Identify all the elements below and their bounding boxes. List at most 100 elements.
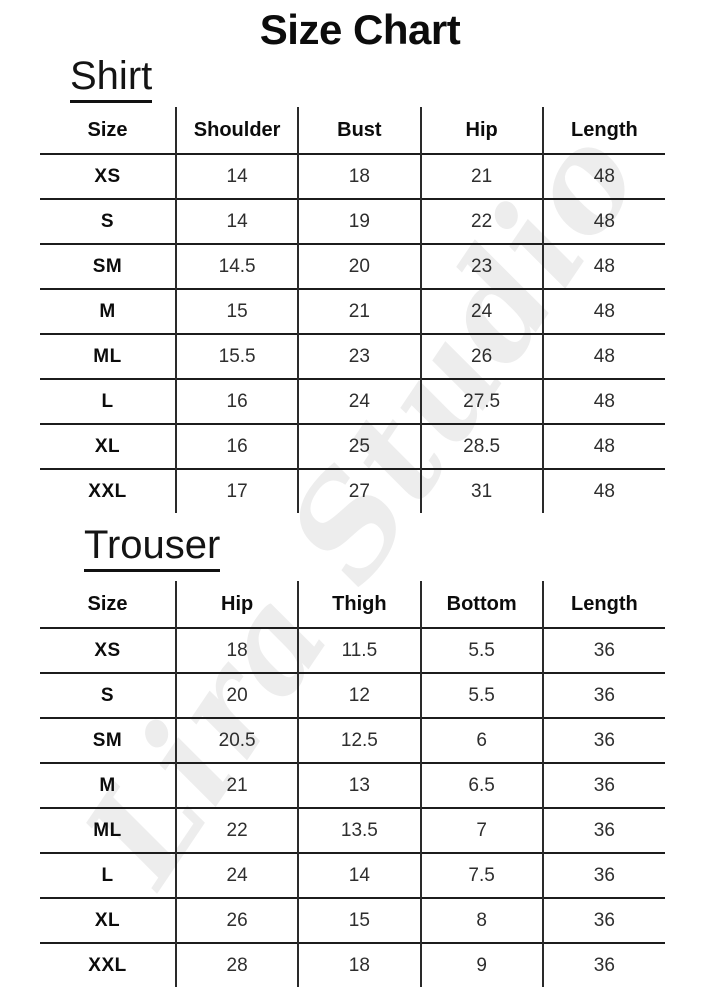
measurement-cell: 16 bbox=[174, 424, 299, 470]
measurement-cell: 48 bbox=[541, 469, 665, 514]
column-header: Hip bbox=[419, 107, 543, 155]
measurement-cell: 8 bbox=[419, 898, 543, 944]
table-row: SM 20.5 12.5 6 36 bbox=[40, 718, 665, 764]
table-row: XS 18 11.5 5.5 36 bbox=[40, 628, 665, 674]
measurement-cell: 36 bbox=[541, 943, 665, 988]
size-label-cell: L bbox=[101, 390, 114, 412]
shirt-size-table: Size Shoulder Bust Hip Length XS 14 18 21 48 S 14 1… bbox=[40, 107, 665, 514]
table-row: ML 15.5 23 26 48 bbox=[40, 334, 665, 380]
measurement-cell: 5.5 bbox=[419, 673, 543, 719]
page-title: Size Chart bbox=[259, 6, 461, 53]
measurement-cell: 27.5 bbox=[419, 379, 543, 425]
column-header: Length bbox=[541, 107, 665, 155]
measurement-cell: 12 bbox=[297, 673, 421, 719]
measurement-cell: 48 bbox=[541, 424, 665, 470]
measurement-cell: 17 bbox=[174, 469, 299, 514]
size-label-cell: XXL bbox=[88, 480, 127, 502]
table-row: SM 14.5 20 23 48 bbox=[40, 244, 665, 290]
table-row: M 21 13 6.5 36 bbox=[40, 763, 665, 809]
table-row: L 24 14 7.5 36 bbox=[40, 853, 665, 899]
trouser-header-row: Size Hip Thigh Bottom Length bbox=[40, 581, 665, 629]
measurement-cell: 36 bbox=[541, 628, 665, 674]
measurement-cell: 14 bbox=[174, 199, 299, 245]
measurement-cell: 28 bbox=[174, 943, 299, 988]
size-label-cell: L bbox=[101, 864, 114, 886]
measurement-cell: 28.5 bbox=[419, 424, 543, 470]
size-label-cell: XXL bbox=[88, 954, 127, 976]
measurement-cell: 21 bbox=[419, 154, 543, 200]
size-label-cell: XL bbox=[94, 435, 121, 457]
measurement-cell: 15.5 bbox=[174, 334, 299, 380]
measurement-cell: 36 bbox=[541, 898, 665, 944]
measurement-cell: 21 bbox=[297, 289, 421, 335]
measurement-cell: 23 bbox=[297, 334, 421, 380]
measurement-cell: 48 bbox=[541, 154, 665, 200]
measurement-cell: 18 bbox=[297, 943, 421, 988]
measurement-cell: 13 bbox=[297, 763, 421, 809]
size-label-cell: SM bbox=[92, 729, 123, 751]
measurement-cell: 13.5 bbox=[297, 808, 421, 854]
column-header: Thigh bbox=[297, 581, 421, 629]
measurement-cell: 48 bbox=[541, 289, 665, 335]
table-row: XXL 28 18 9 36 bbox=[40, 943, 665, 988]
measurement-cell: 18 bbox=[174, 628, 299, 674]
column-header: Bust bbox=[297, 107, 421, 155]
table-row: XL 16 25 28.5 48 bbox=[40, 424, 665, 470]
column-header: Length bbox=[541, 581, 665, 629]
measurement-cell: 24 bbox=[174, 853, 299, 899]
trouser-section-heading: Trouser bbox=[84, 524, 720, 573]
measurement-cell: 48 bbox=[541, 199, 665, 245]
measurement-cell: 20.5 bbox=[174, 718, 299, 764]
table-row: M 15 21 24 48 bbox=[40, 289, 665, 335]
shirt-heading-text: Shirt bbox=[70, 54, 153, 104]
measurement-cell: 15 bbox=[297, 898, 421, 944]
measurement-cell: 18 bbox=[297, 154, 421, 200]
measurement-cell: 22 bbox=[174, 808, 299, 854]
trouser-heading-text: Trouser bbox=[84, 524, 221, 573]
shirt-header-row: Size Shoulder Bust Hip Length bbox=[40, 107, 665, 155]
column-header: Shoulder bbox=[174, 107, 299, 155]
measurement-cell: 25 bbox=[297, 424, 421, 470]
column-header: Hip bbox=[174, 581, 299, 629]
table-row: L 16 24 27.5 48 bbox=[40, 379, 665, 425]
measurement-cell: 26 bbox=[419, 334, 543, 380]
measurement-cell: 36 bbox=[541, 808, 665, 854]
measurement-cell: 36 bbox=[541, 718, 665, 764]
measurement-cell: 12.5 bbox=[297, 718, 421, 764]
size-label-cell: S bbox=[100, 210, 115, 232]
measurement-cell: 31 bbox=[419, 469, 543, 514]
measurement-cell: 11.5 bbox=[297, 628, 421, 674]
measurement-cell: 26 bbox=[174, 898, 299, 944]
measurement-cell: 14 bbox=[297, 853, 421, 899]
table-row: S 20 12 5.5 36 bbox=[40, 673, 665, 719]
measurement-cell: 22 bbox=[419, 199, 543, 245]
table-row: XL 26 15 8 36 bbox=[40, 898, 665, 944]
measurement-cell: 16 bbox=[174, 379, 299, 425]
measurement-cell: 14.5 bbox=[174, 244, 299, 290]
measurement-cell: 14 bbox=[174, 154, 299, 200]
column-header: Bottom bbox=[419, 581, 543, 629]
column-header: Size bbox=[87, 118, 128, 141]
size-label-cell: SM bbox=[92, 255, 123, 277]
measurement-cell: 48 bbox=[541, 379, 665, 425]
measurement-cell: 9 bbox=[419, 943, 543, 988]
size-label-cell: ML bbox=[93, 819, 122, 841]
measurement-cell: 6.5 bbox=[419, 763, 543, 809]
size-label-cell: XL bbox=[94, 909, 121, 931]
measurement-cell: 7.5 bbox=[419, 853, 543, 899]
trouser-size-table: Size Hip Thigh Bottom Length XS 18 11.5 5.5 36 S 2… bbox=[40, 581, 665, 988]
table-row: XS 14 18 21 48 bbox=[40, 154, 665, 200]
measurement-cell: 48 bbox=[541, 334, 665, 380]
measurement-cell: 21 bbox=[174, 763, 299, 809]
size-label-cell: M bbox=[99, 774, 116, 796]
measurement-cell: 19 bbox=[297, 199, 421, 245]
measurement-cell: 6 bbox=[419, 718, 543, 764]
measurement-cell: 5.5 bbox=[419, 628, 543, 674]
measurement-cell: 7 bbox=[419, 808, 543, 854]
size-label-cell: M bbox=[99, 300, 116, 322]
measurement-cell: 15 bbox=[174, 289, 299, 335]
table-row: ML 22 13.5 7 36 bbox=[40, 808, 665, 854]
table-row: S 14 19 22 48 bbox=[40, 199, 665, 245]
